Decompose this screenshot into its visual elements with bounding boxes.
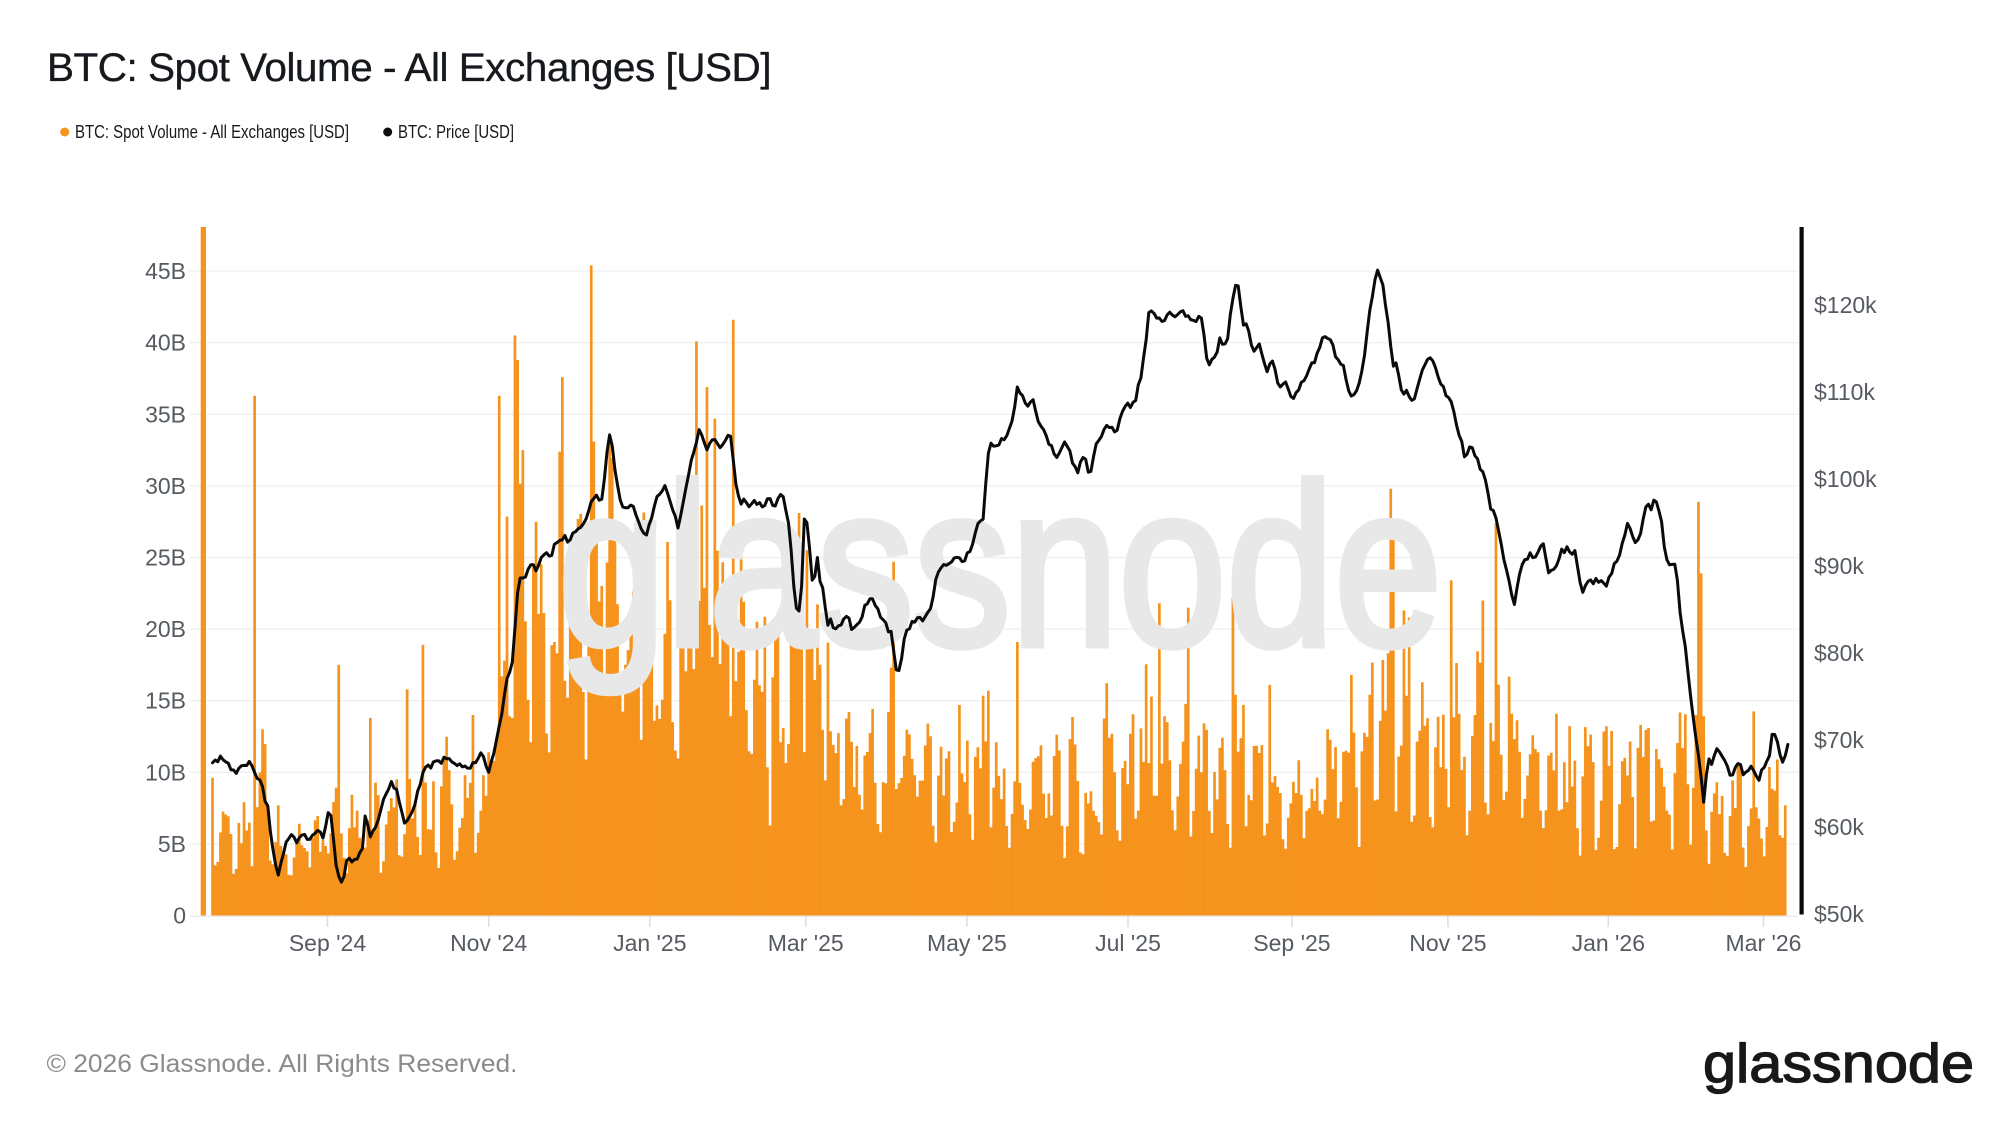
svg-text:$70k: $70k <box>1814 727 1864 753</box>
svg-text:$60k: $60k <box>1814 814 1864 840</box>
svg-text:Sep '24: Sep '24 <box>289 930 366 956</box>
svg-text:BTC: Spot Volume - All Exchang: BTC: Spot Volume - All Exchanges [USD] <box>75 122 349 142</box>
svg-text:Jan '25: Jan '25 <box>613 930 686 956</box>
svg-text:30B: 30B <box>145 473 186 499</box>
svg-text:$90k: $90k <box>1814 553 1864 579</box>
svg-text:Mar '26: Mar '26 <box>1726 930 1802 956</box>
svg-text:40B: 40B <box>145 330 186 356</box>
svg-text:Nov '25: Nov '25 <box>1409 930 1486 956</box>
svg-text:© 2026 Glassnode. All Rights R: © 2026 Glassnode. All Rights Reserved. <box>47 1050 518 1078</box>
svg-text:15B: 15B <box>145 688 186 714</box>
svg-text:Mar '25: Mar '25 <box>768 930 844 956</box>
svg-text:Jul '25: Jul '25 <box>1095 930 1161 956</box>
svg-text:$50k: $50k <box>1814 901 1864 927</box>
svg-text:BTC: Price [USD]: BTC: Price [USD] <box>398 122 514 142</box>
svg-text:glassnode: glassnode <box>558 437 1442 694</box>
svg-text:$100k: $100k <box>1814 466 1877 492</box>
svg-text:0: 0 <box>173 903 186 929</box>
svg-text:25B: 25B <box>145 545 186 571</box>
svg-text:$120k: $120k <box>1814 292 1877 318</box>
svg-text:May '25: May '25 <box>927 930 1007 956</box>
svg-text:35B: 35B <box>145 401 186 427</box>
svg-text:$80k: $80k <box>1814 640 1864 666</box>
svg-text:5B: 5B <box>158 831 186 857</box>
svg-text:45B: 45B <box>145 258 186 284</box>
svg-text:BTC: Spot Volume - All Exchang: BTC: Spot Volume - All Exchanges [USD] <box>47 46 771 90</box>
svg-text:glassnode: glassnode <box>1703 1032 1974 1094</box>
svg-text:Sep '25: Sep '25 <box>1253 930 1330 956</box>
svg-text:Jan '26: Jan '26 <box>1572 930 1645 956</box>
svg-text:10B: 10B <box>145 759 186 785</box>
svg-text:20B: 20B <box>145 616 186 642</box>
svg-text:$110k: $110k <box>1814 379 1875 405</box>
svg-text:Nov '24: Nov '24 <box>450 930 527 956</box>
